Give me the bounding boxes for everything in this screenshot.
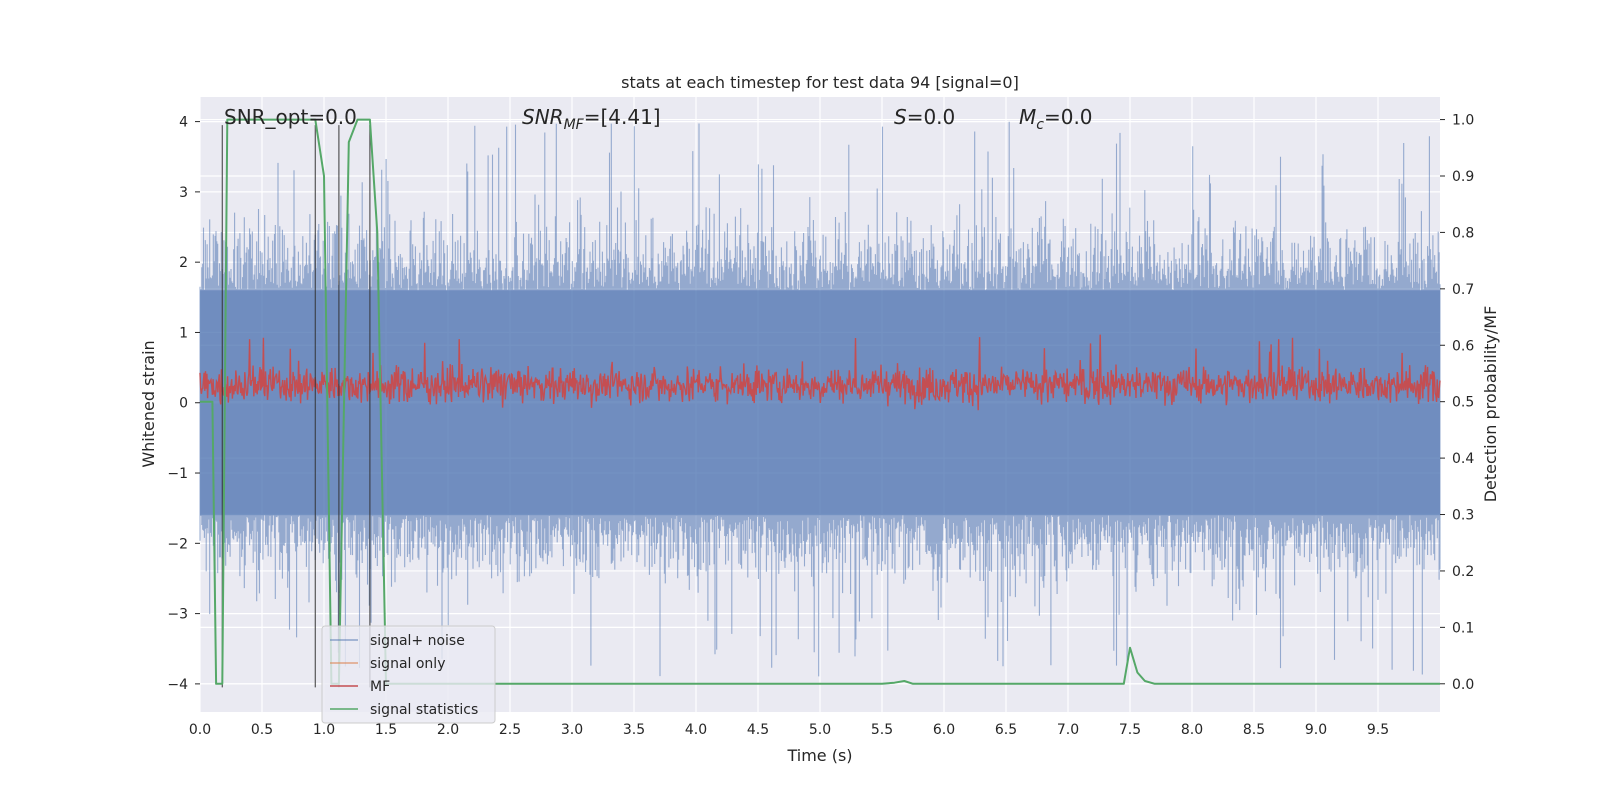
y-tick-label-left: −4 <box>167 677 188 693</box>
x-tick-label: 1.0 <box>313 722 335 738</box>
snr-mf-symbol: SNR <box>522 105 564 129</box>
annotation-snr-opt: SNR_opt=0.0 <box>224 105 357 129</box>
y-tick-label-right: 0.7 <box>1452 282 1474 298</box>
x-tick-label: 3.5 <box>623 722 645 738</box>
x-tick-label: 0.0 <box>189 722 211 738</box>
x-tick-label: 5.0 <box>809 722 831 738</box>
y-tick-label-left: 4 <box>179 115 188 131</box>
x-tick-label: 6.0 <box>933 722 955 738</box>
x-tick-label: 9.5 <box>1367 722 1389 738</box>
annotation-snr-mf: SNRMF=[4.41] <box>522 105 661 133</box>
y-tick-label-right: 0.1 <box>1452 620 1474 636</box>
x-tick-label: 4.0 <box>685 722 707 738</box>
snr-mf-subscript: MF <box>564 117 585 133</box>
ticks: 0.0 0.5 1.0 1.5 2.0 2.5 3.0 3.5 4.0 4.5 5.0 5.5 6.0 6… <box>167 113 1474 738</box>
mf-trace <box>199 334 1441 411</box>
y-tick-label-right: 0.8 <box>1452 225 1474 241</box>
legend-label-signal-statistics: signal statistics <box>370 702 478 718</box>
y-tick-label-right: 0.9 <box>1452 169 1474 185</box>
vertical-lines <box>221 125 371 688</box>
x-tick-label: 2.5 <box>499 722 521 738</box>
s-symbol: S <box>894 105 907 129</box>
y-tick-label-right: 1.0 <box>1452 113 1474 129</box>
x-tick-label: 0.5 <box>251 722 273 738</box>
x-tick-label: 8.0 <box>1181 722 1203 738</box>
x-tick-label: 7.5 <box>1119 722 1141 738</box>
mc-value: =0.0 <box>1044 105 1093 129</box>
x-tick-label: 6.5 <box>995 722 1017 738</box>
x-axis-label: Time (s) <box>786 746 852 765</box>
y-axis-label-right: Detection probability/MF <box>1481 306 1500 503</box>
y-axis-label-left: Whitened strain <box>139 340 158 467</box>
y-tick-label-left: 2 <box>179 255 188 271</box>
series-mf <box>199 334 1441 411</box>
x-tick-label: 7.0 <box>1057 722 1079 738</box>
x-tick-label: 4.5 <box>747 722 769 738</box>
x-tick-label: 1.5 <box>375 722 397 738</box>
y-tick-label-left: 1 <box>179 325 188 341</box>
y-tick-label-right: 0.6 <box>1452 338 1474 354</box>
y-tick-label-left: 0 <box>179 396 188 412</box>
legend-label-signal-plus-noise: signal+ noise <box>370 633 465 649</box>
y-tick-label-right: 0.3 <box>1452 508 1474 524</box>
y-tick-label-right: 0.4 <box>1452 451 1474 467</box>
annotation-s: S=0.0 <box>894 105 955 129</box>
snr-mf-value: =[4.41] <box>584 105 661 129</box>
chart-title: stats at each timestep for test data 94 … <box>621 73 1019 92</box>
legend-label-mf: MF <box>370 679 390 695</box>
legend-box <box>321 625 496 724</box>
x-tick-label: 9.0 <box>1305 722 1327 738</box>
y-tick-label-left: −1 <box>167 466 188 482</box>
annotation-mc: Mc=0.0 <box>1019 105 1093 133</box>
y-tick-label-right: 0.2 <box>1452 564 1474 580</box>
y-tick-label-left: 3 <box>179 185 188 201</box>
x-tick-label: 3.0 <box>561 722 583 738</box>
y-tick-label-right: 0.5 <box>1452 395 1474 411</box>
legend-label-signal-only: signal only <box>370 656 445 672</box>
mc-subscript: c <box>1036 117 1044 133</box>
mc-symbol: M <box>1019 105 1036 129</box>
y-tick-label-left: −2 <box>167 536 188 552</box>
x-tick-label: 2.0 <box>437 722 459 738</box>
y-tick-label-left: −3 <box>167 607 188 623</box>
x-tick-label: 8.5 <box>1243 722 1265 738</box>
legend: signal+ noise signal only MF signal stat… <box>321 625 496 724</box>
x-tick-label: 5.5 <box>871 722 893 738</box>
s-value: =0.0 <box>907 105 956 129</box>
y-tick-label-right: 0.0 <box>1452 677 1474 693</box>
